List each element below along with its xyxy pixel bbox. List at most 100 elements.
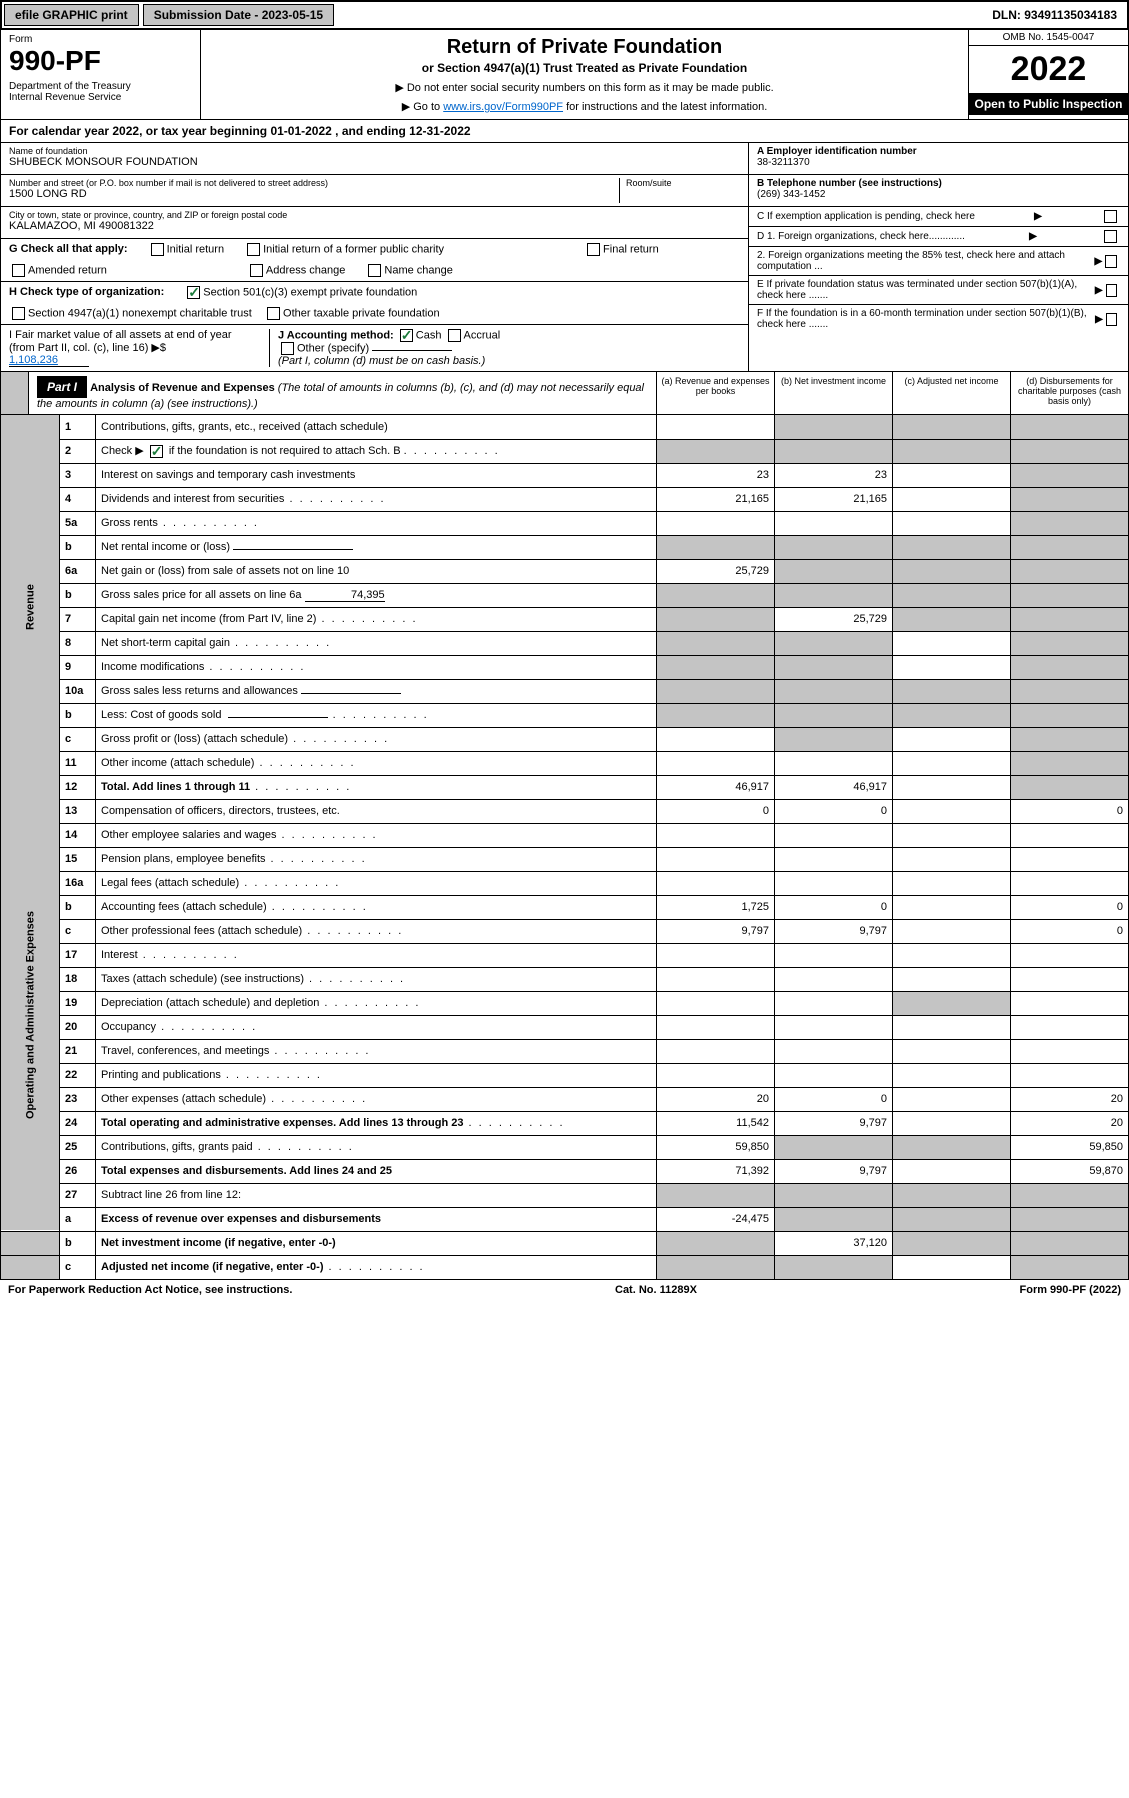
room-label: Room/suite	[626, 178, 740, 188]
open-public: Open to Public Inspection	[969, 93, 1128, 115]
c-checkbox[interactable]	[1104, 210, 1117, 223]
4947-checkbox[interactable]	[12, 307, 25, 320]
e-label: E If private foundation status was termi…	[757, 279, 1095, 301]
h-label: H Check type of organization:	[9, 286, 164, 299]
col-d-head: (d) Disbursements for charitable purpose…	[1010, 372, 1128, 414]
g-amended: Amended return	[28, 264, 107, 276]
l10c: Gross profit or (loss) (attach schedule)	[96, 727, 657, 751]
l15: Pension plans, employee benefits	[96, 847, 657, 871]
i-label: I Fair market value of all assets at end…	[9, 329, 232, 354]
l5a: Gross rents	[96, 511, 657, 535]
e-checkbox[interactable]	[1106, 284, 1117, 297]
ein-label: A Employer identification number	[757, 146, 917, 157]
l14: Other employee salaries and wages	[96, 823, 657, 847]
l10a: Gross sales less returns and allowances	[96, 679, 657, 703]
city: KALAMAZOO, MI 490081322	[9, 220, 740, 232]
col-a-head: (a) Revenue and expenses per books	[656, 372, 774, 414]
schb-checkbox[interactable]	[150, 445, 163, 458]
h-other: Other taxable private foundation	[283, 307, 440, 319]
l6a: Net gain or (loss) from sale of assets n…	[96, 559, 657, 583]
h-4947: Section 4947(a)(1) nonexempt charitable …	[28, 307, 252, 319]
l20: Occupancy	[96, 1015, 657, 1039]
j-other: Other (specify)	[297, 342, 369, 354]
d2-checkbox[interactable]	[1105, 255, 1117, 268]
l16b: Accounting fees (attach schedule)	[96, 895, 657, 919]
phone: (269) 343-1452	[757, 189, 825, 200]
initial-former-checkbox[interactable]	[247, 243, 260, 256]
l23: Other expenses (attach schedule)	[96, 1087, 657, 1111]
l22: Printing and publications	[96, 1063, 657, 1087]
cash-checkbox[interactable]	[400, 329, 413, 342]
name-change-checkbox[interactable]	[368, 264, 381, 277]
form-header: Form 990-PF Department of the Treasury I…	[0, 30, 1129, 120]
col-c-head: (c) Adjusted net income	[892, 372, 1010, 414]
l9: Income modifications	[96, 655, 657, 679]
page-subtitle: or Section 4947(a)(1) Trust Treated as P…	[211, 61, 958, 75]
page-title: Return of Private Foundation	[211, 36, 958, 59]
fmv-value[interactable]: 1,108,236	[9, 354, 89, 367]
revenue-side: Revenue	[1, 415, 60, 799]
501c3-checkbox[interactable]	[187, 286, 200, 299]
efile-print-button[interactable]: efile GRAPHIC print	[4, 4, 139, 26]
topbar: efile GRAPHIC print Submission Date - 20…	[0, 0, 1129, 30]
amended-return-checkbox[interactable]	[12, 264, 25, 277]
initial-return-checkbox[interactable]	[151, 243, 164, 256]
j-cash: Cash	[416, 329, 442, 341]
part1-label: Part I	[37, 376, 87, 398]
l21: Travel, conferences, and meetings	[96, 1039, 657, 1063]
footer-right: Form 990-PF (2022)	[1020, 1284, 1121, 1296]
phone-label: B Telephone number (see instructions)	[757, 178, 942, 189]
g-address: Address change	[266, 264, 346, 276]
j-note: (Part I, column (d) must be on cash basi…	[278, 355, 485, 367]
addr-label: Number and street (or P.O. box number if…	[9, 178, 613, 188]
section-ij: I Fair market value of all assets at end…	[1, 325, 748, 371]
footer-mid: Cat. No. 11289X	[615, 1284, 697, 1296]
d2-label: 2. Foreign organizations meeting the 85%…	[757, 250, 1094, 272]
l13: Compensation of officers, directors, tru…	[96, 799, 657, 823]
l16a: Legal fees (attach schedule)	[96, 871, 657, 895]
omb-no: OMB No. 1545-0047	[969, 30, 1128, 46]
l2: Check ▶ if the foundation is not require…	[96, 439, 657, 463]
l3: Interest on savings and temporary cash i…	[96, 463, 657, 487]
d1-checkbox[interactable]	[1104, 230, 1117, 243]
dln: DLN: 93491135034183	[982, 5, 1127, 25]
col-b-head: (b) Net investment income	[774, 372, 892, 414]
l24: Total operating and administrative expen…	[96, 1111, 657, 1135]
calendar-year-row: For calendar year 2022, or tax year begi…	[0, 120, 1129, 143]
l18: Taxes (attach schedule) (see instruction…	[96, 967, 657, 991]
inst-1: ▶ Do not enter social security numbers o…	[211, 81, 958, 94]
l26: Total expenses and disbursements. Add li…	[96, 1159, 657, 1183]
other-taxable-checkbox[interactable]	[267, 307, 280, 320]
l17: Interest	[96, 943, 657, 967]
city-label: City or town, state or province, country…	[9, 210, 740, 220]
f-label: F If the foundation is in a 60-month ter…	[757, 308, 1095, 330]
part1-title: Analysis of Revenue and Expenses	[90, 382, 275, 394]
address-change-checkbox[interactable]	[250, 264, 263, 277]
l25: Contributions, gifts, grants paid	[96, 1135, 657, 1159]
l27a: Excess of revenue over expenses and disb…	[96, 1207, 657, 1231]
l16c: Other professional fees (attach schedule…	[96, 919, 657, 943]
l4: Dividends and interest from securities	[96, 487, 657, 511]
dept: Department of the Treasury Internal Reve…	[9, 81, 192, 103]
f-checkbox[interactable]	[1106, 313, 1117, 326]
address: 1500 LONG RD	[9, 188, 613, 200]
l5b: Net rental income or (loss)	[96, 535, 657, 559]
g-initial-former: Initial return of a former public charit…	[263, 243, 444, 255]
tax-year: 2022	[969, 46, 1128, 93]
foundation-info: Name of foundation SHUBECK MONSOUR FOUND…	[0, 143, 1129, 372]
g-label: G Check all that apply:	[9, 243, 128, 256]
footer-left: For Paperwork Reduction Act Notice, see …	[8, 1284, 292, 1296]
part1-header-row: Part I Analysis of Revenue and Expenses …	[0, 372, 1129, 415]
form990pf-link[interactable]: www.irs.gov/Form990PF	[443, 101, 563, 113]
section-h: H Check type of organization: Section 50…	[1, 282, 748, 325]
accrual-checkbox[interactable]	[448, 329, 461, 342]
l11: Other income (attach schedule)	[96, 751, 657, 775]
l27c: Adjusted net income (if negative, enter …	[96, 1255, 657, 1279]
j-accrual: Accrual	[464, 329, 501, 341]
l1: Contributions, gifts, grants, etc., rece…	[96, 415, 657, 439]
l19: Depreciation (attach schedule) and deple…	[96, 991, 657, 1015]
footer: For Paperwork Reduction Act Notice, see …	[0, 1280, 1129, 1300]
final-return-checkbox[interactable]	[587, 243, 600, 256]
form-number: 990-PF	[9, 45, 192, 77]
other-method-checkbox[interactable]	[281, 342, 294, 355]
